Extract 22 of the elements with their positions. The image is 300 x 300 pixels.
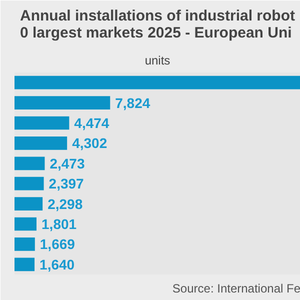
data-label: 2,473 bbox=[50, 155, 85, 172]
bar bbox=[14, 238, 35, 251]
source-note: Source: International Fe bbox=[172, 282, 300, 296]
data-label: 1,669 bbox=[40, 236, 76, 252]
bar bbox=[14, 197, 43, 210]
data-label: 2,298 bbox=[48, 196, 83, 212]
bar bbox=[14, 258, 35, 272]
bar bbox=[14, 76, 300, 90]
bar bbox=[14, 217, 37, 231]
data-label: 4,474 bbox=[74, 115, 110, 131]
bar bbox=[14, 136, 68, 150]
bar bbox=[14, 176, 44, 190]
data-label: 2,397 bbox=[48, 176, 84, 192]
data-label: 1,640 bbox=[40, 256, 75, 272]
data-label: 4,302 bbox=[72, 135, 108, 152]
bar bbox=[14, 156, 45, 170]
data-label: 1,801 bbox=[42, 216, 77, 232]
bar bbox=[14, 96, 110, 110]
bar bbox=[14, 116, 70, 130]
chart-subtitle: units bbox=[144, 54, 170, 68]
chart-title: Annual installations of industrial robot 0 largest markets 2025 - European Uni bbox=[20, 8, 296, 42]
data-label: 7,824 bbox=[115, 94, 150, 111]
